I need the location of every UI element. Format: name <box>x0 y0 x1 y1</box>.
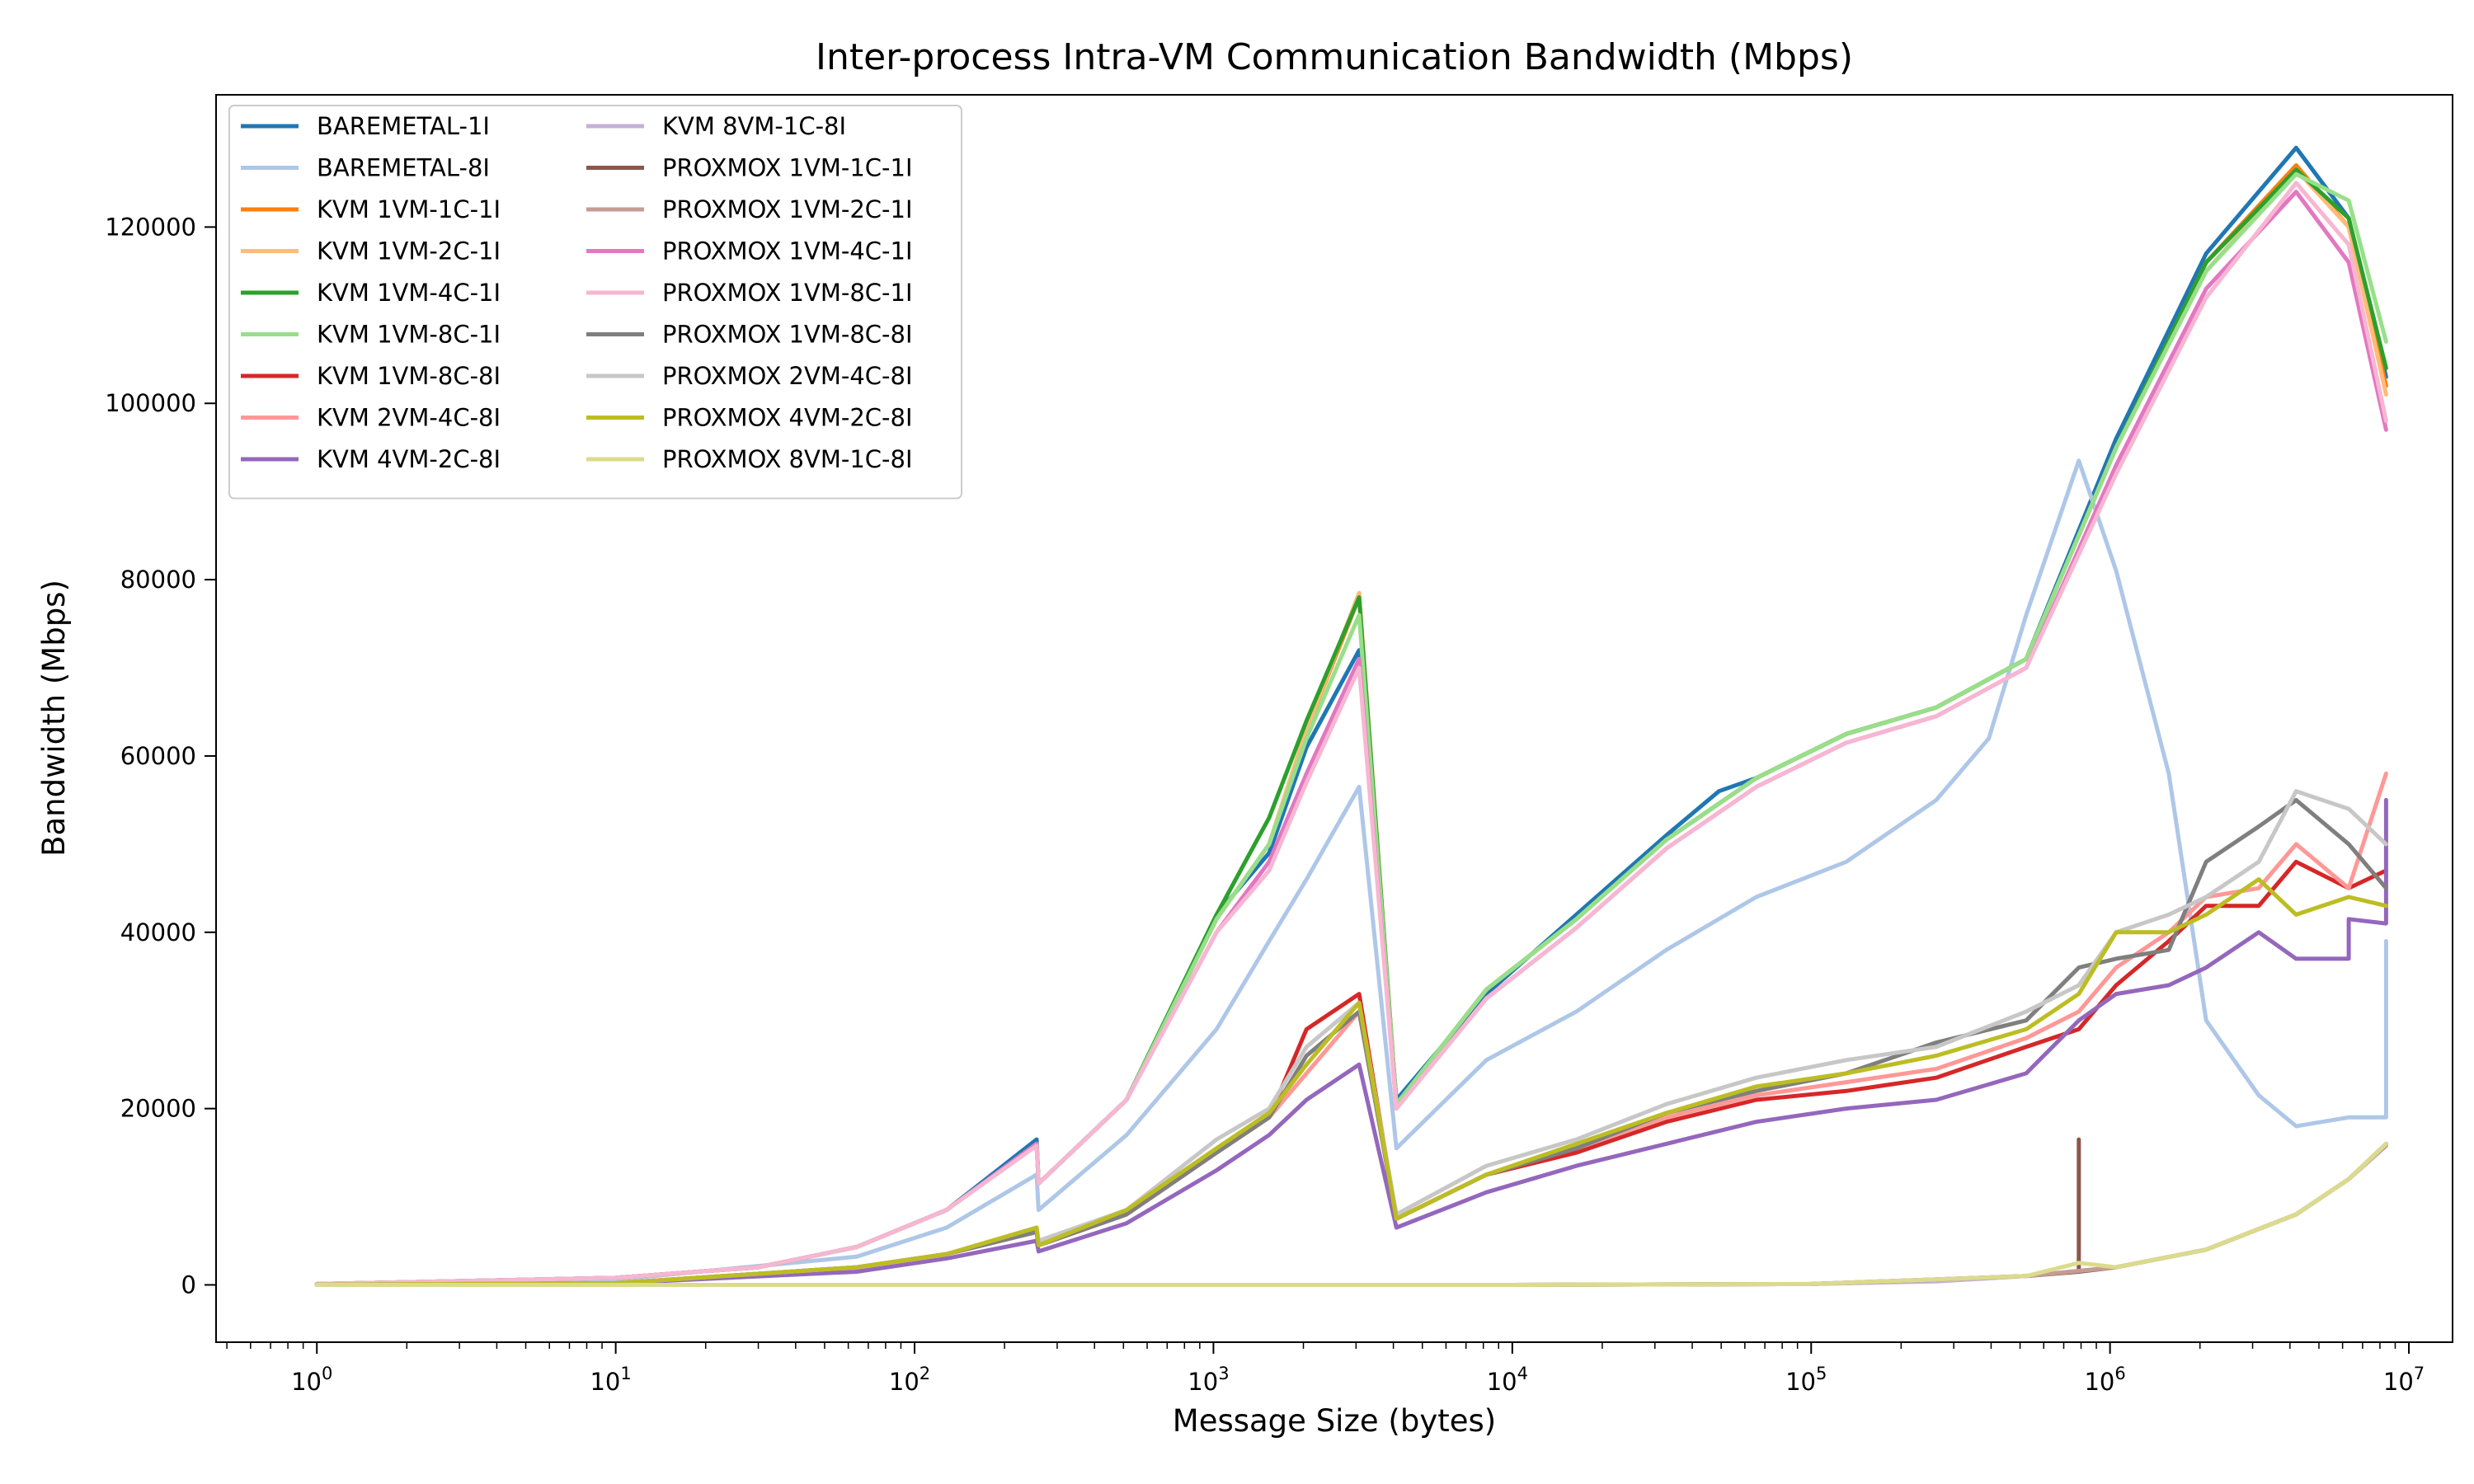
y-axis-label: Bandwidth (Mbps) <box>36 580 72 857</box>
legend-label: PROXMOX 1VM-4C-1I <box>662 237 913 265</box>
x-tick-exponent: 3 <box>1218 1364 1229 1383</box>
legend-label: PROXMOX 2VM-4C-8I <box>662 362 913 390</box>
legend-label: KVM 1VM-4C-1I <box>317 279 501 307</box>
series-lines <box>314 145 2388 1287</box>
x-tick-exponent: 1 <box>620 1364 631 1383</box>
legend-label: KVM 2VM-4C-8I <box>317 404 501 432</box>
x-tick-base: 10 <box>889 1368 920 1396</box>
legend-label: BAREMETAL-8I <box>317 154 490 182</box>
series-line-13 <box>314 181 2388 1286</box>
x-tick-base: 10 <box>590 1368 620 1396</box>
series-line-1 <box>314 458 2388 1287</box>
legend-label: PROXMOX 1VM-2C-1I <box>662 195 913 223</box>
x-tick-base: 10 <box>1188 1368 1218 1396</box>
y-tick-label: 80000 <box>120 566 196 594</box>
x-tick-exponent: 7 <box>2414 1364 2425 1383</box>
x-tick-label: 107 <box>2383 1364 2425 1396</box>
legend-label: PROXMOX 8VM-1C-8I <box>662 445 913 473</box>
legend-label: KVM 1VM-2C-1I <box>317 237 501 265</box>
legend-label: KVM 1VM-1C-1I <box>317 195 501 223</box>
y-tick-label: 40000 <box>120 918 196 946</box>
x-tick-label: 106 <box>2084 1364 2125 1396</box>
x-axis-label: Message Size (bytes) <box>1173 1403 1496 1439</box>
legend-label: KVM 1VM-8C-8I <box>317 362 501 390</box>
legend-label: KVM 1VM-8C-1I <box>317 321 501 349</box>
y-tick-label: 100000 <box>105 389 196 417</box>
legend-label: PROXMOX 1VM-1C-1I <box>662 154 913 182</box>
x-tick-label: 101 <box>590 1364 631 1396</box>
legend-label: PROXMOX 1VM-8C-8I <box>662 321 913 349</box>
legend-label: KVM 8VM-1C-8I <box>662 112 846 140</box>
x-tick-base: 10 <box>291 1368 322 1396</box>
y-axis-ticks: 0 20000 40000 60000 80000 100000 120000 <box>105 213 216 1298</box>
series-line-8 <box>314 797 2388 1287</box>
x-tick-label: 100 <box>291 1364 332 1396</box>
x-tick-exponent: 5 <box>1816 1364 1827 1383</box>
legend-label: PROXMOX 4VM-2C-8I <box>662 404 913 432</box>
y-tick-label: 20000 <box>120 1095 196 1123</box>
x-tick-base: 10 <box>1487 1368 1517 1396</box>
series-line-16 <box>314 877 2388 1287</box>
x-tick-label: 105 <box>1785 1364 1827 1396</box>
x-tick-label: 104 <box>1487 1364 1528 1396</box>
plot-frame <box>215 94 2453 1343</box>
y-tick-label: 60000 <box>120 742 196 770</box>
x-tick-exponent: 6 <box>2114 1364 2125 1383</box>
x-tick-label: 103 <box>1188 1364 1229 1396</box>
x-tick-label: 102 <box>889 1364 930 1396</box>
x-tick-base: 10 <box>1785 1368 1816 1396</box>
chart-title: Inter-process Intra-VM Communication Ban… <box>816 36 1853 78</box>
series-line-17 <box>314 1141 2388 1287</box>
x-axis-ticks: 100 101 102 103 104 105 106 107 <box>226 1342 2425 1396</box>
x-tick-exponent: 4 <box>1517 1364 1528 1383</box>
legend-label: KVM 4VM-2C-8I <box>317 445 501 473</box>
y-tick-label: 0 <box>181 1270 196 1298</box>
x-tick-exponent: 2 <box>920 1364 930 1383</box>
x-tick-base: 10 <box>2084 1368 2114 1396</box>
legend-box <box>228 105 962 500</box>
y-tick-label: 120000 <box>105 213 196 241</box>
legend-label: BAREMETAL-1I <box>317 112 490 140</box>
legend-label: PROXMOX 1VM-8C-1I <box>662 279 913 307</box>
legend: BAREMETAL-1I BAREMETAL-8I KVM 1VM-1C-1I KVM… <box>228 105 962 500</box>
x-tick-exponent: 0 <box>322 1364 332 1383</box>
x-tick-base: 10 <box>2383 1368 2414 1396</box>
